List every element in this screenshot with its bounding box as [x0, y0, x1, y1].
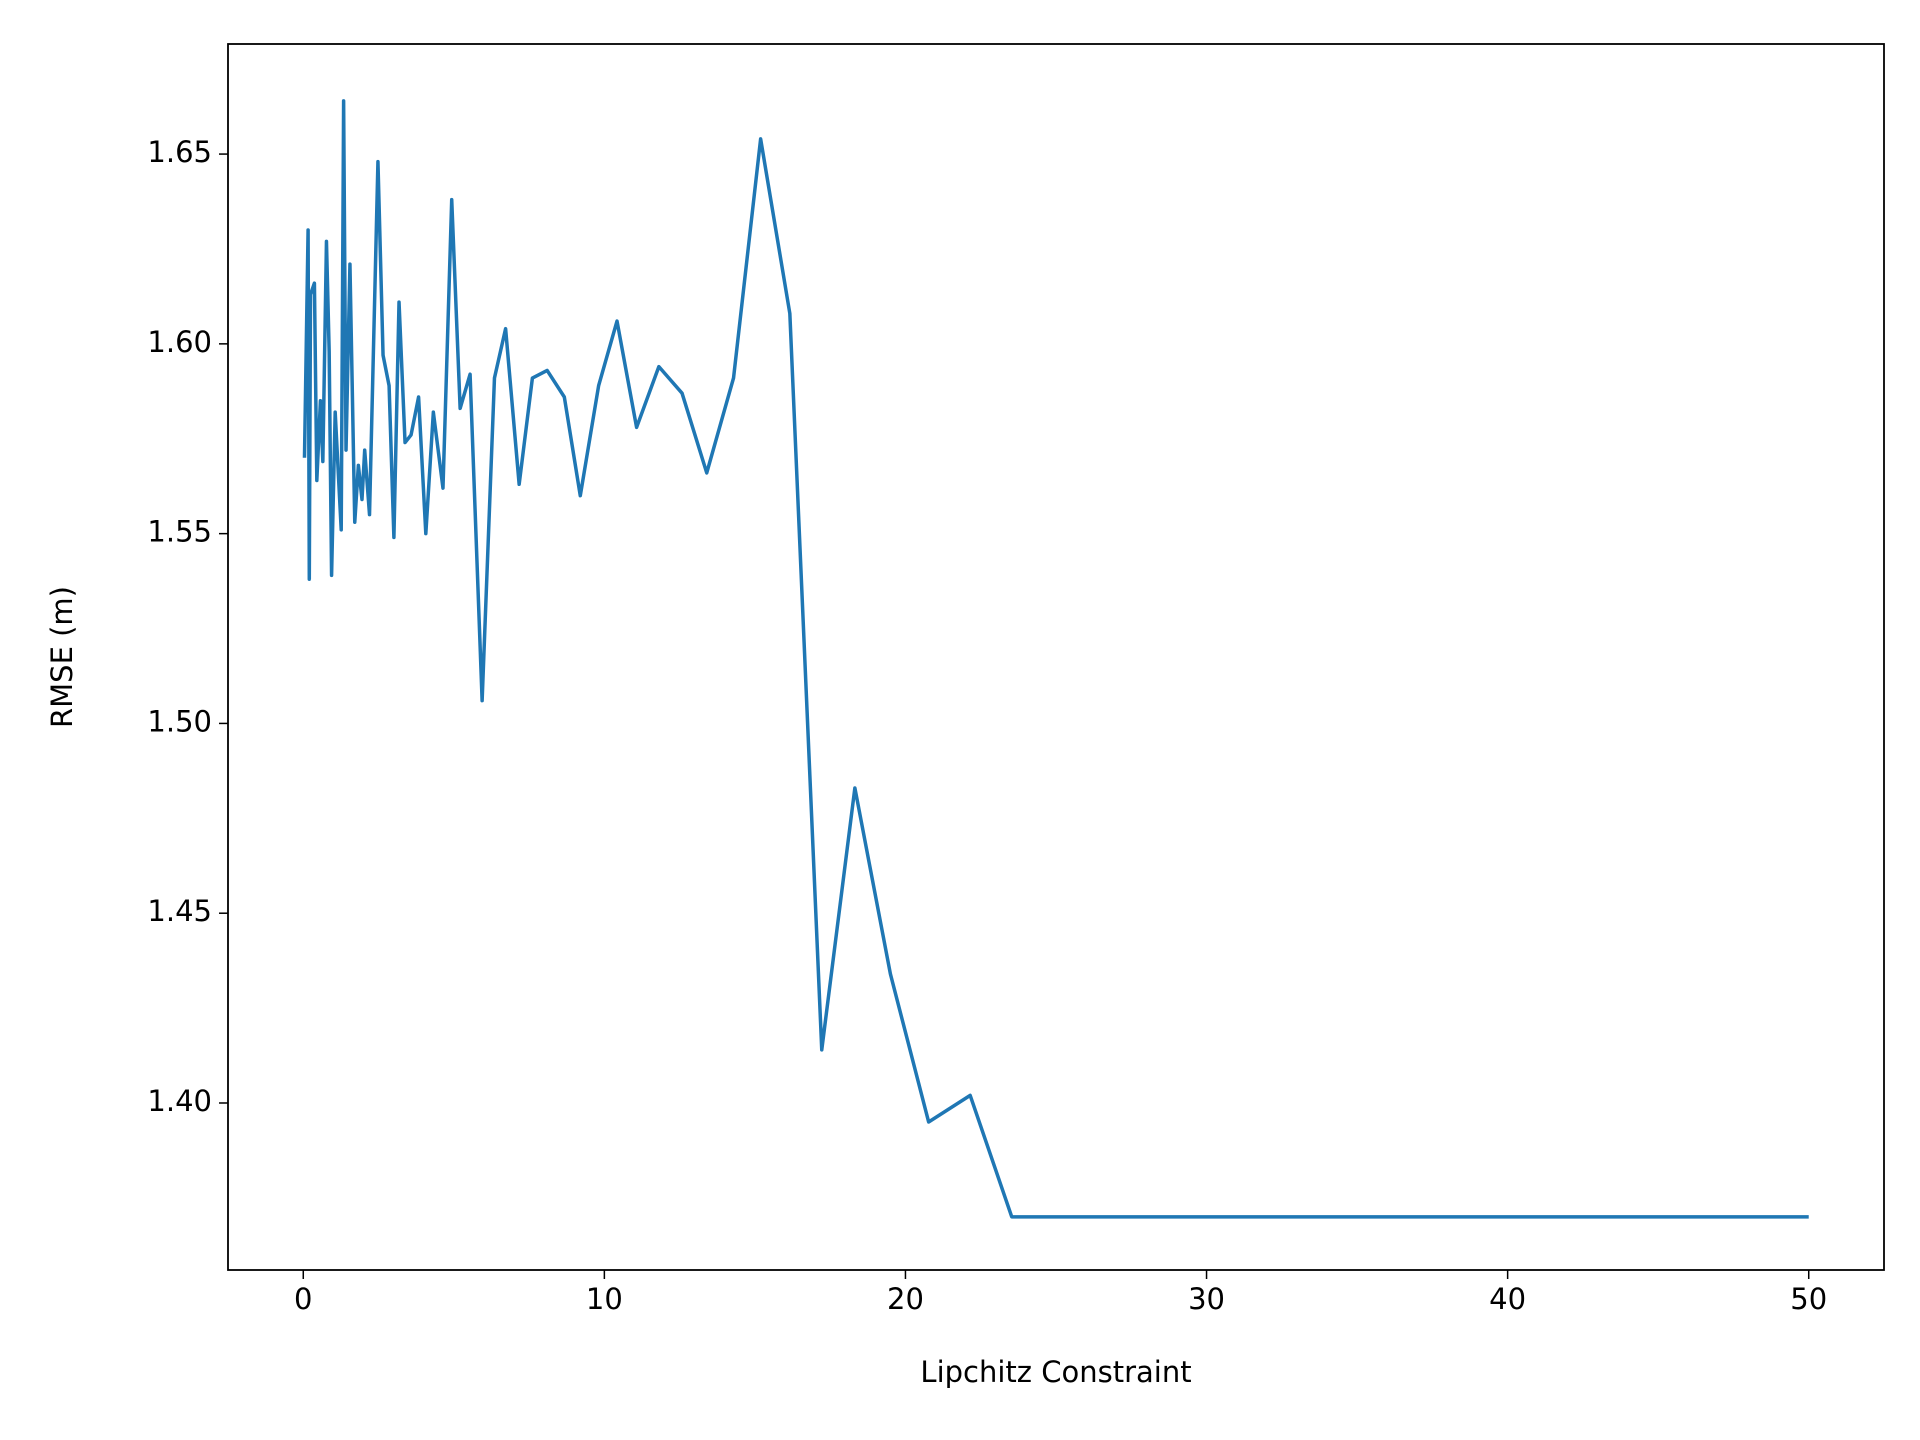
plot-frame — [227, 43, 1885, 1271]
y-tick-label: 1.65 — [147, 135, 212, 169]
y-tick-label: 1.40 — [147, 1084, 212, 1118]
x-tick-label: 40 — [1489, 1282, 1526, 1316]
x-tick-label: 0 — [294, 1282, 312, 1316]
x-tick-label: 30 — [1188, 1282, 1225, 1316]
x-tick-label: 50 — [1790, 1282, 1827, 1316]
x-tick-label: 10 — [586, 1282, 623, 1316]
x-tick-label: 20 — [887, 1282, 924, 1316]
y-tick-label: 1.60 — [147, 325, 212, 359]
y-tick-label: 1.50 — [147, 704, 212, 738]
x-axis-label: Lipchitz Constraint — [920, 1355, 1191, 1389]
y-axis-label: RMSE (m) — [45, 586, 79, 728]
y-tick-label: 1.45 — [147, 894, 212, 928]
data-line — [302, 99, 1809, 1219]
y-tick-label: 1.55 — [147, 515, 212, 549]
